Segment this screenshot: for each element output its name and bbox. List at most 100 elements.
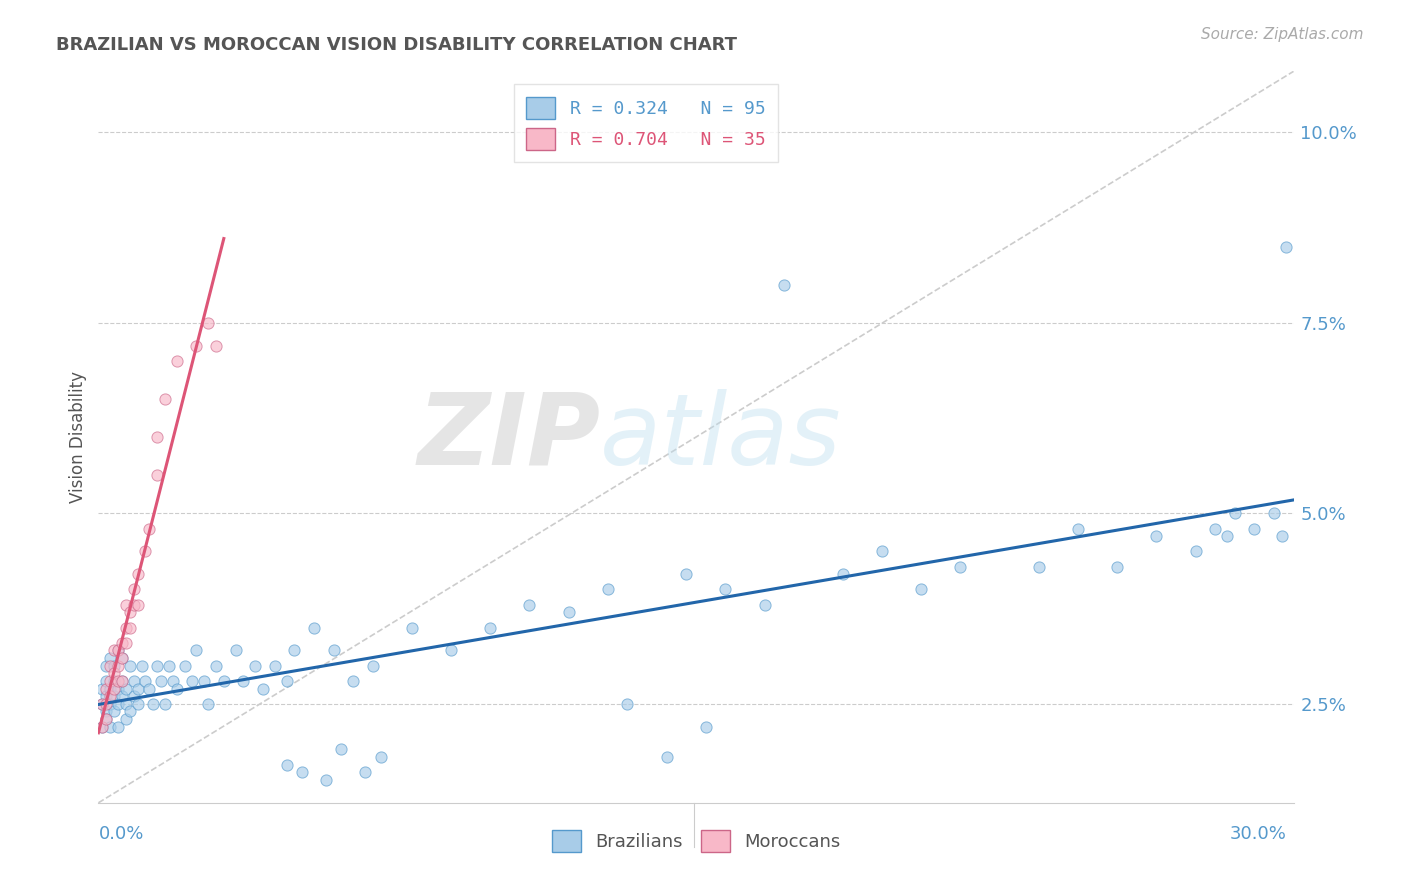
Point <box>118 705 141 719</box>
Point <box>1067 521 1090 535</box>
Point <box>1184 544 1206 558</box>
Point <box>186 339 208 353</box>
Point <box>186 643 208 657</box>
Legend: Brazilians, Moroccans: Brazilians, Moroccans <box>544 823 848 860</box>
Point <box>197 316 219 330</box>
Point <box>96 681 118 696</box>
Point <box>1204 521 1226 535</box>
Point <box>103 658 125 673</box>
Point <box>115 697 138 711</box>
Point <box>122 689 145 703</box>
Point <box>302 621 325 635</box>
Point <box>107 681 129 696</box>
Point <box>111 651 134 665</box>
Point <box>153 697 176 711</box>
Point <box>243 658 266 673</box>
Point <box>1028 559 1050 574</box>
Point <box>138 681 160 696</box>
Point <box>870 544 893 558</box>
Point <box>103 681 125 696</box>
Text: 30.0%: 30.0% <box>1230 825 1286 843</box>
Point <box>754 598 776 612</box>
Point <box>96 712 118 726</box>
Point <box>832 567 855 582</box>
Point <box>342 673 364 688</box>
Point <box>157 658 180 673</box>
Point <box>138 521 160 535</box>
Point <box>1263 506 1285 520</box>
Point <box>107 643 129 657</box>
Point <box>103 705 125 719</box>
Point <box>98 651 121 665</box>
Point <box>91 720 114 734</box>
Point <box>1243 521 1265 535</box>
Point <box>118 658 141 673</box>
Point <box>115 621 138 635</box>
Point <box>773 277 796 292</box>
Point <box>173 658 195 673</box>
Point <box>91 697 114 711</box>
Point <box>96 689 118 703</box>
Point <box>519 598 541 612</box>
Point <box>401 621 423 635</box>
Point <box>111 689 134 703</box>
Point <box>122 598 145 612</box>
Point <box>127 697 149 711</box>
Point <box>212 673 235 688</box>
Point <box>910 582 932 597</box>
Point <box>276 673 298 688</box>
Point <box>153 392 176 406</box>
Point <box>111 673 134 688</box>
Point <box>96 712 118 726</box>
Point <box>146 468 169 483</box>
Point <box>122 673 145 688</box>
Text: atlas: atlas <box>600 389 842 485</box>
Point <box>205 658 228 673</box>
Point <box>557 605 579 619</box>
Point <box>98 681 121 696</box>
Point <box>122 582 145 597</box>
Point <box>91 681 114 696</box>
Point <box>127 681 149 696</box>
Point <box>291 765 314 780</box>
Point <box>98 697 121 711</box>
Point <box>115 598 138 612</box>
Point <box>107 673 129 688</box>
Point <box>596 582 619 597</box>
Point <box>181 673 204 688</box>
Point <box>193 673 215 688</box>
Point <box>166 354 188 368</box>
Point <box>197 697 219 711</box>
Point <box>107 697 129 711</box>
Point <box>354 765 377 780</box>
Point <box>714 582 737 597</box>
Point <box>1216 529 1239 543</box>
Point <box>252 681 274 696</box>
Point <box>675 567 697 582</box>
Point <box>205 339 228 353</box>
Point <box>330 742 353 756</box>
Point <box>96 673 118 688</box>
Point <box>315 772 337 787</box>
Point <box>134 544 156 558</box>
Point <box>118 621 141 635</box>
Y-axis label: Vision Disability: Vision Disability <box>69 371 87 503</box>
Point <box>111 636 134 650</box>
Point <box>142 697 165 711</box>
Point <box>115 681 138 696</box>
Point <box>96 697 118 711</box>
Point <box>263 658 285 673</box>
Text: 0.0%: 0.0% <box>98 825 143 843</box>
Point <box>127 598 149 612</box>
Point <box>103 673 125 688</box>
Point <box>1144 529 1167 543</box>
Point <box>166 681 188 696</box>
Point <box>1223 506 1246 520</box>
Point <box>98 673 121 688</box>
Point <box>232 673 254 688</box>
Point <box>91 697 114 711</box>
Text: ZIP: ZIP <box>418 389 600 485</box>
Point <box>146 430 169 444</box>
Point <box>655 750 678 764</box>
Point <box>1274 239 1296 253</box>
